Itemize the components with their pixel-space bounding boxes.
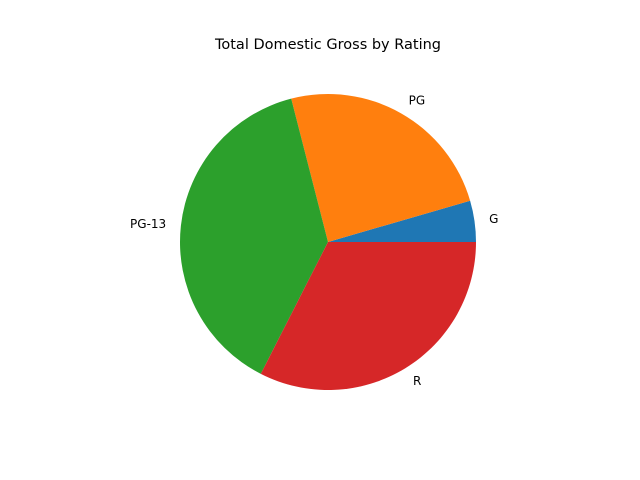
pie-label-pg-13: PG-13 <box>130 217 166 231</box>
pie-slice-pg <box>291 94 471 243</box>
chart-title: Total Domestic Gross by Rating <box>214 37 441 53</box>
pie-labels: G PG PG-13 R <box>130 94 498 388</box>
pie-slice-pg-13 <box>179 98 328 374</box>
pie-slice-r <box>260 242 476 391</box>
pie-slices <box>179 94 476 391</box>
pie-label-r: R <box>413 374 421 388</box>
pie-slice-g <box>328 200 476 242</box>
pie-label-pg: PG <box>409 94 426 108</box>
pie-label-g: G <box>489 212 498 226</box>
